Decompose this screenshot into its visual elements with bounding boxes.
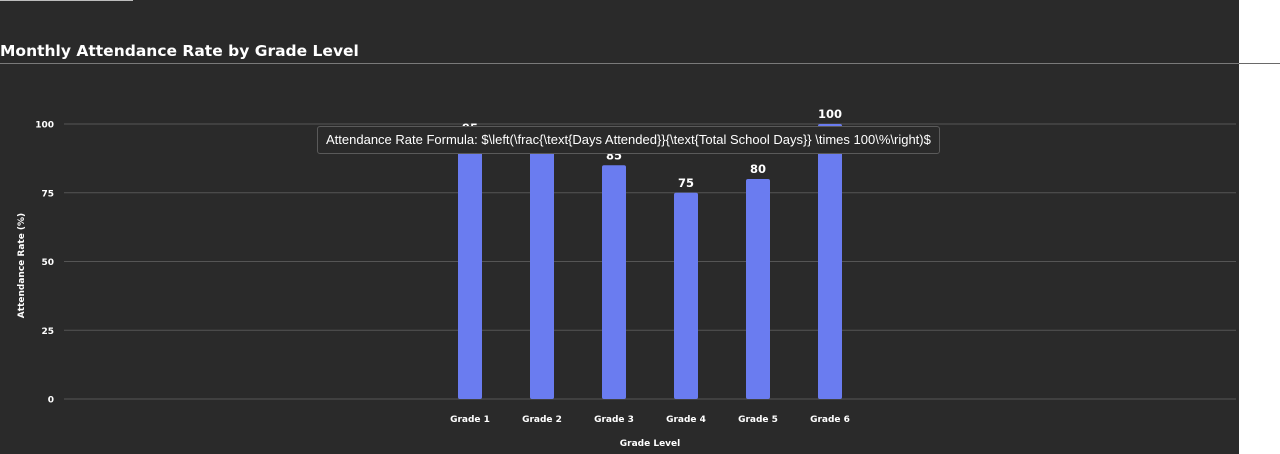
title-underline bbox=[0, 63, 1280, 64]
bar-4 bbox=[674, 192, 698, 399]
top-divider bbox=[0, 0, 133, 1]
x-tick-label: Grade 4 bbox=[666, 415, 706, 425]
bar-5 bbox=[746, 179, 770, 399]
bar-value-label: 80 bbox=[750, 162, 766, 176]
chart-title: Monthly Attendance Rate by Grade Level bbox=[0, 42, 359, 60]
x-tick-label: Grade 2 bbox=[522, 415, 562, 425]
bar-6 bbox=[818, 124, 842, 399]
x-tick-label: Grade 1 bbox=[450, 415, 490, 425]
y-tick-label: 75 bbox=[41, 189, 54, 199]
title-underline-extension bbox=[1239, 63, 1280, 64]
formula-tooltip: Attendance Rate Formula: $\left(\frac{\t… bbox=[317, 126, 940, 154]
x-tick-label: Grade 6 bbox=[810, 415, 850, 425]
bar-2 bbox=[530, 146, 554, 399]
y-tick-label: 100 bbox=[35, 121, 54, 131]
x-axis-title: Grade Level bbox=[620, 439, 680, 449]
bar-value-label: 100 bbox=[818, 107, 842, 121]
x-tick-label: Grade 5 bbox=[738, 415, 778, 425]
x-tick-label: Grade 3 bbox=[594, 415, 634, 425]
y-tick-label: 50 bbox=[41, 258, 54, 268]
bar-3 bbox=[602, 165, 626, 399]
y-tick-label: 0 bbox=[48, 396, 54, 406]
y-tick-label: 25 bbox=[41, 327, 54, 337]
bar-value-label: 75 bbox=[678, 176, 694, 190]
y-axis-title: Attendance Rate (%) bbox=[17, 213, 27, 318]
bar-1 bbox=[458, 137, 482, 399]
